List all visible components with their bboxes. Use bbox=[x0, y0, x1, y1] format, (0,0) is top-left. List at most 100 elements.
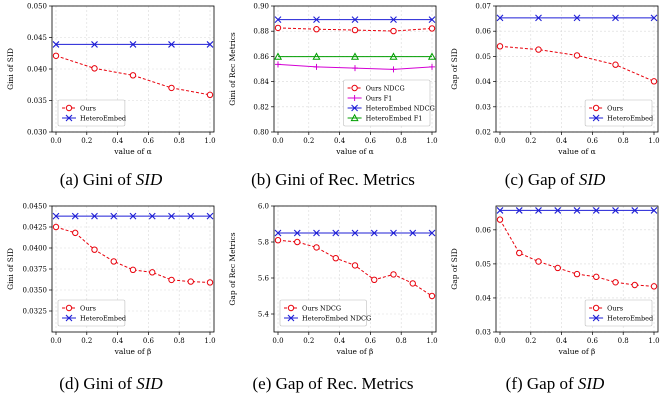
chart-c-series-1 bbox=[496, 14, 658, 22]
chart-d-xtick-label-0: 0.0 bbox=[50, 337, 61, 345]
chart-e-xtick-label-3: 0.6 bbox=[365, 337, 377, 345]
chart-b-series-3-point-4 bbox=[427, 52, 437, 60]
chart-c-legend-label-0: Ours bbox=[607, 104, 623, 112]
chart-e-series-0-point-5 bbox=[371, 276, 378, 284]
chart-b-series-0-point-2 bbox=[351, 26, 359, 34]
chart-b-xlabel: value of α bbox=[335, 147, 374, 156]
chart-f-series-1-point-2 bbox=[535, 207, 542, 214]
chart-e-frame bbox=[273, 205, 437, 333]
chart-a-legend-label-1: HeteroEmbed bbox=[80, 114, 126, 122]
chart-f-series-0-point-1 bbox=[516, 249, 523, 257]
chart-a-series-1-point-4 bbox=[206, 41, 214, 48]
chart-b-series-1-point-2 bbox=[352, 65, 358, 72]
chart-a-panel: 0.0 0.2 0.4 0.6 0.8 1.0 0.030 0.035 0.040 0.045 0.… bbox=[0, 0, 222, 160]
chart-b-ytick-label-0: 0.80 bbox=[253, 129, 269, 137]
chart-b-series-2-point-4 bbox=[428, 16, 436, 23]
chart-f-series-0-point-7 bbox=[631, 281, 638, 289]
chart-a-series-0-point-4 bbox=[206, 91, 214, 99]
chart-b-series-2 bbox=[274, 16, 436, 23]
caption-b-text: (b) Gini of Rec. Metrics bbox=[251, 170, 415, 189]
chart-e-xtick-label-1: 0.2 bbox=[303, 337, 314, 345]
chart-c-ylabel: Gap of SID bbox=[450, 48, 459, 89]
chart-d-series-0-point-8 bbox=[206, 279, 214, 286]
chart-a-series-0-point-2 bbox=[129, 72, 137, 79]
chart-a-ytick-label-3: 0.045 bbox=[27, 34, 47, 42]
chart-f-xtick-label-3: 0.6 bbox=[587, 337, 599, 345]
chart-a-ytick-label-1: 0.035 bbox=[27, 97, 47, 105]
chart-d: 0.0 0.2 0.4 0.6 0.8 1.0 0.0325 0.0350 0.0375 0.04… bbox=[6, 203, 216, 357]
chart-d-ytick-label-2: 0.0375 bbox=[23, 266, 48, 274]
chart-e-panel: 0.0 0.2 0.4 0.6 0.8 1.0 5.4 5.6 5.8 6.0 value of β… bbox=[222, 200, 444, 360]
chart-e-xtick-label-0: 0.0 bbox=[272, 337, 283, 345]
chart-d-panel: 0.0 0.2 0.4 0.6 0.8 1.0 0.0325 0.0350 0.0375 0.04… bbox=[0, 200, 222, 360]
chart-d-series-1-point-1 bbox=[71, 212, 79, 220]
chart-d-xtick-label-3: 0.6 bbox=[143, 337, 155, 345]
chart-d-series-0-line bbox=[55, 226, 211, 283]
chart-e-xtick-label-2: 0.4 bbox=[334, 337, 346, 345]
chart-c-xtick-label-1: 0.2 bbox=[525, 137, 536, 145]
chart-c-xtick-label-4: 0.8 bbox=[618, 137, 629, 145]
chart-c-legend: Ours HeteroEmbed bbox=[584, 99, 653, 127]
chart-b-panel: 0.0 0.2 0.4 0.6 0.8 1.0 0.80 0.82 0.84 0.86 0.88 0.… bbox=[222, 0, 444, 160]
chart-c-series-0-point-0 bbox=[496, 43, 504, 50]
chart-d-ytick-label-0: 0.0325 bbox=[23, 308, 48, 316]
caption-b: (b) Gini of Rec. Metrics bbox=[222, 170, 444, 190]
chart-c-series-0-point-3 bbox=[612, 61, 619, 68]
chart-b-xtick-label-0: 0.0 bbox=[272, 137, 283, 145]
chart-c-series-1-point-2 bbox=[573, 14, 581, 22]
chart-b-series-1-point-4 bbox=[429, 63, 435, 70]
chart-f-series-0 bbox=[496, 216, 658, 290]
chart-e-series-0-point-1 bbox=[294, 238, 301, 246]
chart-d-series-1 bbox=[52, 212, 214, 220]
chart-d-xtick-label-2: 0.4 bbox=[112, 337, 124, 345]
chart-f-legend-label-0: Ours bbox=[607, 304, 623, 312]
chart-c-legend-marker-1 bbox=[592, 114, 600, 122]
chart-e-series-0 bbox=[274, 237, 436, 300]
chart-d-series-0-point-4 bbox=[129, 266, 137, 274]
chart-e-ylabel: Gap of Rec Metrics bbox=[228, 232, 237, 305]
caption-f-italic: SID bbox=[577, 374, 605, 393]
chart-f-ylabel: Gap of SID bbox=[450, 248, 459, 289]
chart-c-series-0-point-2 bbox=[573, 52, 581, 59]
chart-e-series-0-point-8 bbox=[428, 292, 436, 300]
chart-f-series-1-point-5 bbox=[592, 207, 600, 214]
chart-c-legend-label-1: HeteroEmbed bbox=[607, 114, 653, 122]
chart-e-legend-marker-0 bbox=[287, 304, 295, 312]
chart-d-series-1-point-6 bbox=[168, 212, 175, 220]
chart-a-series-0-line bbox=[55, 55, 211, 96]
chart-a-ylabel: Gini of SID bbox=[6, 48, 15, 90]
chart-c-xtick-label-0: 0.0 bbox=[494, 137, 505, 145]
chart-d-ytick-label-5: 0.0450 bbox=[23, 203, 48, 211]
chart-d-series-0-point-1 bbox=[72, 229, 79, 237]
chart-f-ytick-label-3: 0.06 bbox=[475, 226, 491, 234]
chart-b: 0.0 0.2 0.4 0.6 0.8 1.0 0.80 0.82 0.84 0.86 0.88 0.… bbox=[228, 3, 438, 157]
chart-e-legend-label-0: Ours NDCG bbox=[302, 304, 341, 312]
chart-f-series-1-point-0 bbox=[496, 207, 504, 214]
chart-d-series-1-point-2 bbox=[91, 212, 98, 220]
chart-f-series-1-point-6 bbox=[612, 207, 619, 214]
chart-d-series-0-point-0 bbox=[52, 223, 60, 231]
chart-b-series-1-point-0 bbox=[275, 61, 281, 68]
chart-b-series-0-point-1 bbox=[313, 25, 320, 33]
chart-e-series-1-point-0 bbox=[274, 229, 282, 237]
chart-e-series-1-point-7 bbox=[409, 229, 417, 237]
chart-e-ytick-label-1: 5.6 bbox=[258, 275, 270, 283]
chart-a-legend: Ours HeteroEmbed bbox=[57, 99, 126, 127]
chart-b-xtick-label-3: 0.6 bbox=[365, 137, 377, 145]
chart-c-ytick-label-0: 0.02 bbox=[475, 129, 491, 137]
chart-a-series-0-point-1 bbox=[91, 65, 98, 72]
chart-f-series-1-point-4 bbox=[573, 207, 581, 214]
chart-b-legend-marker-3 bbox=[350, 113, 359, 122]
chart-d-xlabel: value of β bbox=[114, 347, 152, 356]
chart-e-series-0-point-6 bbox=[390, 271, 397, 278]
chart-e-ytick-label-3: 6.0 bbox=[258, 203, 269, 211]
caption-d-italic: SID bbox=[136, 374, 163, 393]
chart-d-series-1-point-4 bbox=[129, 212, 137, 220]
chart-c: 0.0 0.2 0.4 0.6 0.8 1.0 0.02 0.03 0.04 0.05 0.06 0.… bbox=[450, 3, 660, 157]
chart-e-ytick-label-0: 5.4 bbox=[258, 311, 270, 319]
chart-e-xtick-label-5: 1.0 bbox=[426, 337, 437, 345]
chart-d-legend-marker-0 bbox=[65, 304, 73, 312]
chart-e-legend-label-1: HeteroEmbed NDCG bbox=[302, 314, 371, 322]
chart-f-series-0-point-0 bbox=[496, 216, 504, 223]
chart-e-ytick-label-2: 5.8 bbox=[258, 239, 269, 247]
